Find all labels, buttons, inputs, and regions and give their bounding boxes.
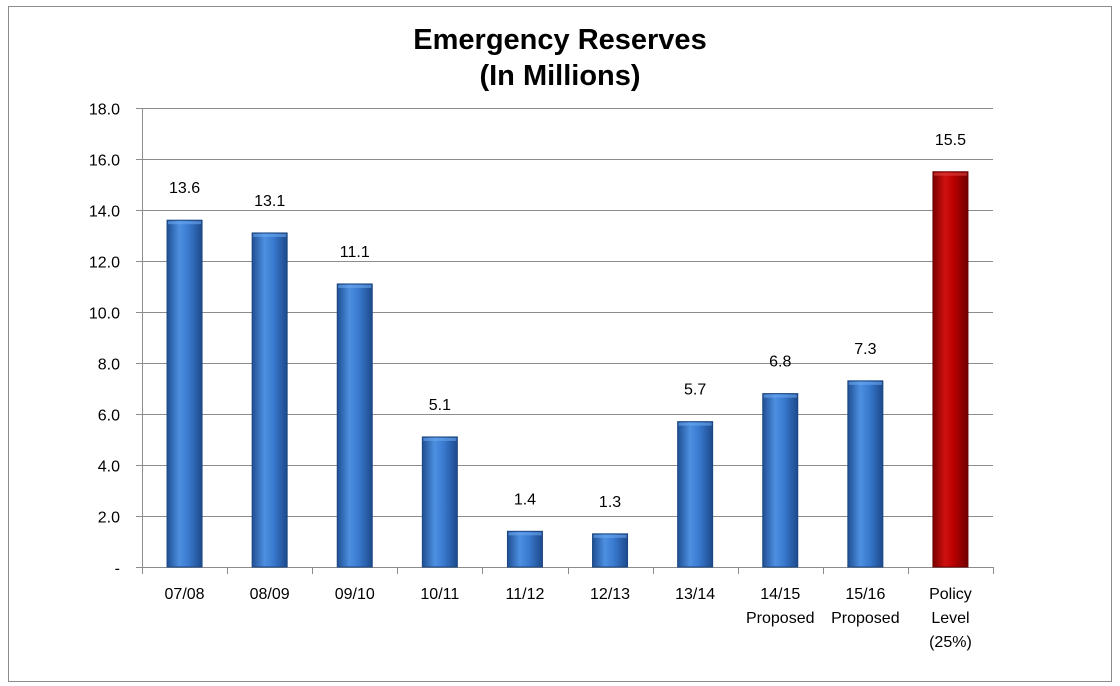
- data-label: 6.8: [769, 354, 791, 371]
- data-label: 1.3: [599, 494, 621, 511]
- y-tick-label: 8.0: [98, 357, 120, 374]
- bar: [847, 380, 884, 568]
- bar-highlight: [423, 437, 457, 441]
- chart-title-line-2: (In Millions): [479, 60, 641, 92]
- bar: [932, 171, 969, 568]
- x-tick-label: Proposed: [831, 610, 900, 627]
- x-tick-label: 14/15: [760, 586, 800, 603]
- chart-title: Emergency Reserves (In Millions): [0, 22, 1120, 94]
- bar: [677, 421, 714, 568]
- x-tick-label: Level: [931, 610, 969, 627]
- bar-highlight: [933, 172, 967, 176]
- bar: [592, 533, 629, 568]
- y-tick-label: 12.0: [89, 255, 120, 272]
- bar-highlight: [763, 394, 797, 398]
- data-label: 5.7: [684, 382, 706, 399]
- bar: [166, 219, 203, 568]
- x-tick-label: Proposed: [746, 610, 815, 627]
- chart-title-line-1: Emergency Reserves: [413, 24, 707, 56]
- bar: [506, 530, 543, 568]
- bar-highlight: [678, 422, 712, 426]
- bar: [421, 436, 458, 568]
- labels: - 2.0 4.0 6.0 8.0 10.0 12.0 14.0 16.0 18.0 13.6 07/…: [89, 102, 972, 652]
- bar-highlight: [168, 221, 202, 225]
- bar-highlight: [508, 532, 542, 536]
- x-tick-label: Policy: [929, 586, 972, 603]
- bar-highlight: [848, 381, 882, 385]
- x-tick-label: 13/14: [675, 586, 715, 603]
- y-tick-label: 14.0: [89, 204, 120, 221]
- data-label: 7.3: [854, 341, 876, 358]
- y-tick-label: 4.0: [98, 459, 120, 476]
- data-label: 15.5: [935, 132, 966, 149]
- x-tick-label: 08/09: [250, 586, 290, 603]
- data-label: 13.1: [254, 193, 285, 210]
- data-label: 5.1: [429, 397, 451, 414]
- bar: [762, 393, 799, 568]
- data-label: 13.6: [169, 180, 200, 197]
- bar: [336, 283, 373, 568]
- data-label: 11.1: [340, 244, 370, 261]
- x-tick-label: 09/10: [335, 586, 375, 603]
- x-tick-label: 07/08: [165, 586, 205, 603]
- x-tick-label: (25%): [929, 634, 972, 651]
- bars: [166, 171, 969, 568]
- bar-highlight: [338, 284, 372, 288]
- y-tick-label: -: [115, 561, 120, 578]
- data-label: 1.4: [514, 491, 536, 508]
- y-tick-label: 16.0: [89, 153, 120, 170]
- bar: [251, 232, 288, 568]
- y-tick-label: 6.0: [98, 408, 120, 425]
- x-tick-label: 12/13: [590, 586, 630, 603]
- y-tick-label: 2.0: [98, 510, 120, 527]
- axes: [136, 108, 994, 574]
- x-tick-label: 15/16: [845, 586, 885, 603]
- y-tick-label: 18.0: [89, 102, 120, 119]
- bar-highlight: [253, 233, 287, 237]
- bar-highlight: [593, 534, 627, 538]
- x-tick-label: 10/11: [420, 586, 459, 603]
- x-tick-label: 11/12: [506, 586, 545, 603]
- y-tick-label: 10.0: [89, 306, 120, 323]
